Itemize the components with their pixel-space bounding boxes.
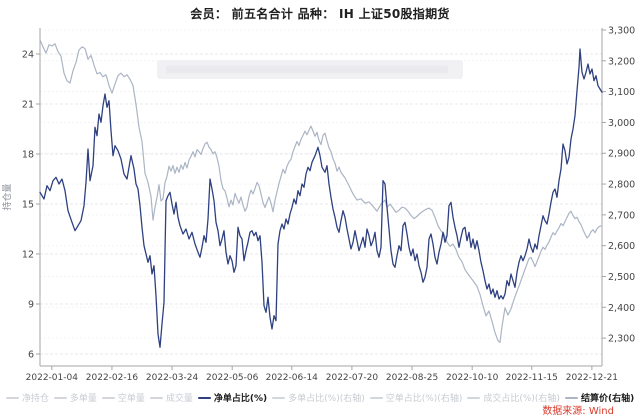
left-axis-tick-label: 18 <box>22 150 34 161</box>
legend-swatch-long-ratio <box>272 396 286 399</box>
x-axis-tick-label: 2022-03-24 <box>146 373 199 383</box>
x-axis-tick-label: 2022-07-20 <box>326 373 379 383</box>
left-axis-tick-label: 9 <box>28 300 34 311</box>
legend-item-short-ratio[interactable]: 空单占比(%)(右轴) <box>369 391 463 404</box>
left-axis-tick-label: 24 <box>22 50 34 61</box>
chart-canvas: 6 9 12 15 18 21 24 2,300 2,400 2,500 2,600 2,700 2,8… <box>1 26 635 383</box>
legend-swatch-settlement <box>564 396 578 399</box>
legend-label: 成交占比(%)(右轴) <box>483 394 560 404</box>
x-axis-tick-label: 2022-10-10 <box>446 373 499 383</box>
right-axis-tick-label: 3,000 <box>608 118 635 129</box>
left-axis-title: 持仓量 <box>1 183 13 210</box>
right-axis-tick-label: 2,300 <box>608 334 635 345</box>
right-axis-tick-label: 3,100 <box>608 87 635 98</box>
legend-swatch-short-ratio <box>369 396 383 399</box>
legend-label: 多单量 <box>69 394 97 404</box>
x-axis-tick-label: 2022-02-16 <box>86 373 139 383</box>
legend-swatch-net-position <box>5 396 19 399</box>
x-axis-tick-label: 2022-12-21 <box>566 373 618 383</box>
series-net-ratio-line <box>39 48 603 348</box>
x-axis-tick-label: 2022-11-15 <box>506 373 558 383</box>
left-axis-tick-label: 6 <box>28 350 34 361</box>
legend-swatch-short-volume <box>101 396 115 399</box>
legend: 净持仓 多单量 空单量 成交量 净单占比(%) 多单占比(%)(右轴) 空单占比(%)(右轴… <box>2 391 638 404</box>
right-axis-tick-label: 2,400 <box>608 303 635 314</box>
legend-swatch-volume <box>149 396 163 399</box>
legend-item-net-position[interactable]: 净持仓 <box>5 391 49 404</box>
legend-swatch-long-volume <box>53 396 67 399</box>
legend-item-settlement[interactable]: 结算价(右轴) <box>564 391 635 404</box>
chart-title: 会员： 前五名合计 品种： IH 上证50股指期货 <box>190 7 450 21</box>
right-axis-tick-label: 2,600 <box>608 241 635 252</box>
right-axis-tick-label: 3,200 <box>608 56 635 67</box>
legend-item-volume[interactable]: 成交量 <box>149 391 193 404</box>
x-axis-tick-label: 2022-01-04 <box>26 373 79 383</box>
left-axis-tick-label: 15 <box>22 200 34 211</box>
legend-label: 净持仓 <box>21 394 49 404</box>
right-axis-tick-label: 2,500 <box>608 272 635 283</box>
left-axis-tick-label: 12 <box>22 250 34 261</box>
legend-item-volume-ratio[interactable]: 成交占比(%)(右轴) <box>467 391 560 404</box>
legend-label: 空单占比(%)(右轴) <box>385 394 463 404</box>
series-settlement-line <box>39 39 603 343</box>
right-axis-tick-label: 2,700 <box>608 210 635 221</box>
legend-label: 空单量 <box>117 394 145 404</box>
right-axis-tick-label: 3,300 <box>608 26 635 37</box>
legend-item-long-volume[interactable]: 多单量 <box>53 391 97 404</box>
x-axis-tick-label: 2022-08-25 <box>386 373 438 383</box>
legend-label: 多单占比(%)(右轴) <box>288 394 365 404</box>
legend-label: 净单占比(%) <box>213 394 268 404</box>
x-axis-tick-label: 2022-06-14 <box>266 373 319 383</box>
legend-swatch-net-ratio <box>197 396 211 399</box>
legend-item-short-volume[interactable]: 空单量 <box>101 391 145 404</box>
watermark-blurred-text <box>166 65 448 74</box>
right-axis-tick-label: 2,800 <box>608 180 635 191</box>
x-axis-tick-label: 2022-05-06 <box>206 373 259 383</box>
legend-label: 结算价(右轴) <box>580 394 635 404</box>
legend-swatch-volume-ratio <box>467 396 481 399</box>
legend-item-net-ratio[interactable]: 净单占比(%) <box>197 391 268 404</box>
data-source: 数据来源: Wind <box>542 406 614 417</box>
legend-label: 成交量 <box>165 394 193 404</box>
legend-item-long-ratio[interactable]: 多单占比(%)(右轴) <box>272 391 365 404</box>
left-axis-tick-label: 21 <box>22 100 34 111</box>
right-axis-tick-label: 2,900 <box>608 149 635 160</box>
